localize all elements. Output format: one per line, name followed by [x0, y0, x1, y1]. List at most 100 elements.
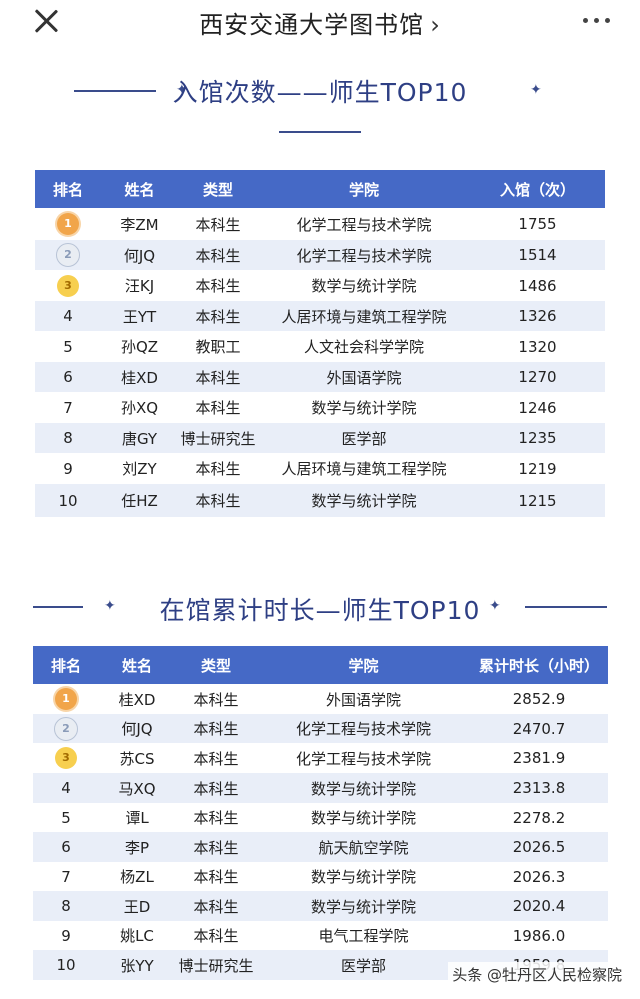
- cell-name: 孙XQ: [101, 392, 178, 423]
- cell-name: 何JQ: [99, 714, 175, 743]
- cell-name: 谭L: [99, 803, 175, 832]
- col-type: 类型: [175, 646, 257, 684]
- more-icon[interactable]: [583, 18, 610, 23]
- cell-type: 本科生: [175, 743, 257, 773]
- cell-name: 王D: [99, 891, 175, 921]
- section1-heading: ✦ 入馆次数——师生TOP10 ✦: [0, 70, 640, 140]
- cell-value: 2278.2: [470, 803, 608, 832]
- cell-name: 姚LC: [99, 921, 175, 950]
- cell-type: 本科生: [175, 714, 257, 743]
- cell-rank: 5: [33, 803, 99, 832]
- cell-type: 本科生: [178, 362, 258, 392]
- table-row: 6 桂XD 本科生 外国语学院 1270: [35, 362, 605, 392]
- cell-value: 1270: [470, 362, 605, 392]
- stay-duration-table: 排名 姓名 类型 学院 累计时长（小时） 1 桂XD 本科生 外国语学院 2852.9 2…: [33, 646, 608, 980]
- cell-type: 本科生: [178, 208, 258, 240]
- cell-value: 2381.9: [470, 743, 608, 773]
- cell-value: 1326: [470, 301, 605, 331]
- col-type: 类型: [178, 170, 258, 208]
- cell-value: 1246: [470, 392, 605, 423]
- col-name: 姓名: [99, 646, 175, 684]
- cell-name: 马XQ: [99, 773, 175, 803]
- rank-medal-cell: 1: [35, 208, 101, 240]
- cell-type: 本科生: [178, 453, 258, 484]
- cell-type: 博士研究生: [175, 950, 257, 980]
- cell-rank: 7: [35, 392, 101, 423]
- cell-college: 电气工程学院: [257, 921, 470, 950]
- col-rank: 排名: [33, 646, 99, 684]
- cell-name: 张YY: [99, 950, 175, 980]
- divider: [33, 606, 83, 608]
- medal-icon: 1: [57, 213, 79, 235]
- cell-name: 李ZM: [101, 208, 178, 240]
- table-row: 9 刘ZY 本科生 人居环境与建筑工程学院 1219: [35, 453, 605, 484]
- cell-type: 本科生: [175, 684, 257, 714]
- cell-type: 本科生: [175, 862, 257, 891]
- cell-name: 何JQ: [101, 240, 178, 270]
- sparkle-icon: ✦: [176, 82, 188, 98]
- cell-college: 数学与统计学院: [257, 862, 470, 891]
- col-rank: 排名: [35, 170, 101, 208]
- rank-medal-cell: 3: [35, 270, 101, 301]
- table-row: 3 苏CS 本科生 化学工程与技术学院 2381.9: [33, 743, 608, 773]
- page-title-text: 西安交通大学图书馆: [199, 11, 425, 39]
- page-title[interactable]: 西安交通大学图书馆 ›: [0, 5, 640, 40]
- table-row: 4 马XQ 本科生 数学与统计学院 2313.8: [33, 773, 608, 803]
- cell-rank: 4: [35, 301, 101, 331]
- rank-medal-cell: 2: [35, 240, 101, 270]
- cell-rank: 10: [33, 950, 99, 980]
- rank-medal-cell: 2: [33, 714, 99, 743]
- cell-rank: 6: [33, 832, 99, 862]
- cell-rank: 5: [35, 331, 101, 362]
- entry-count-table: 排名 姓名 类型 学院 入馆（次） 1 李ZM 本科生 化学工程与技术学院 1755 2 何…: [35, 170, 605, 517]
- cell-type: 本科生: [178, 392, 258, 423]
- table-header-row: 排名 姓名 类型 学院 累计时长（小时）: [33, 646, 608, 684]
- cell-college: 化学工程与技术学院: [258, 240, 470, 270]
- sparkle-icon: ✦: [489, 598, 501, 614]
- cell-rank: 10: [35, 484, 101, 517]
- cell-rank: 4: [33, 773, 99, 803]
- col-value: 累计时长（小时）: [470, 646, 608, 684]
- table-row: 1 桂XD 本科生 外国语学院 2852.9: [33, 684, 608, 714]
- cell-rank: 9: [35, 453, 101, 484]
- table-row: 5 孙QZ 教职工 人文社会科学学院 1320: [35, 331, 605, 362]
- table-row: 7 杨ZL 本科生 数学与统计学院 2026.3: [33, 862, 608, 891]
- table-row: 9 姚LC 本科生 电气工程学院 1986.0: [33, 921, 608, 950]
- cell-college: 医学部: [257, 950, 470, 980]
- cell-name: 王YT: [101, 301, 178, 331]
- cell-value: 1219: [470, 453, 605, 484]
- medal-icon: 3: [55, 747, 77, 769]
- cell-type: 本科生: [175, 803, 257, 832]
- section2-title: 在馆累计时长—师生TOP10: [159, 596, 481, 625]
- cell-name: 杨ZL: [99, 862, 175, 891]
- cell-name: 苏CS: [99, 743, 175, 773]
- cell-value: 1235: [470, 423, 605, 453]
- cell-college: 数学与统计学院: [257, 773, 470, 803]
- cell-college: 航天航空学院: [257, 832, 470, 862]
- cell-value: 2020.4: [470, 891, 608, 921]
- cell-rank: 9: [33, 921, 99, 950]
- cell-college: 数学与统计学院: [257, 891, 470, 921]
- table-row: 5 谭L 本科生 数学与统计学院 2278.2: [33, 803, 608, 832]
- cell-value: 2313.8: [470, 773, 608, 803]
- table-row: 8 王D 本科生 数学与统计学院 2020.4: [33, 891, 608, 921]
- cell-name: 孙QZ: [101, 331, 178, 362]
- medal-icon: 3: [57, 274, 79, 297]
- cell-type: 本科生: [175, 921, 257, 950]
- rank-medal-cell: 3: [33, 743, 99, 773]
- cell-value: 1514: [470, 240, 605, 270]
- cell-name: 刘ZY: [101, 453, 178, 484]
- cell-name: 李P: [99, 832, 175, 862]
- col-value: 入馆（次）: [470, 170, 605, 208]
- sparkle-icon: ✦: [104, 598, 116, 614]
- col-college: 学院: [257, 646, 470, 684]
- table-row: 10 任HZ 本科生 数学与统计学院 1215: [35, 484, 605, 517]
- cell-value: 2852.9: [470, 684, 608, 714]
- rank-medal-cell: 1: [33, 684, 99, 714]
- divider: [279, 131, 361, 133]
- top-bar: 西安交通大学图书馆 ›: [0, 0, 640, 44]
- cell-college: 数学与统计学院: [258, 484, 470, 517]
- chevron-right-icon: ›: [430, 11, 441, 39]
- table-row: 7 孙XQ 本科生 数学与统计学院 1246: [35, 392, 605, 423]
- cell-value: 1486: [470, 270, 605, 301]
